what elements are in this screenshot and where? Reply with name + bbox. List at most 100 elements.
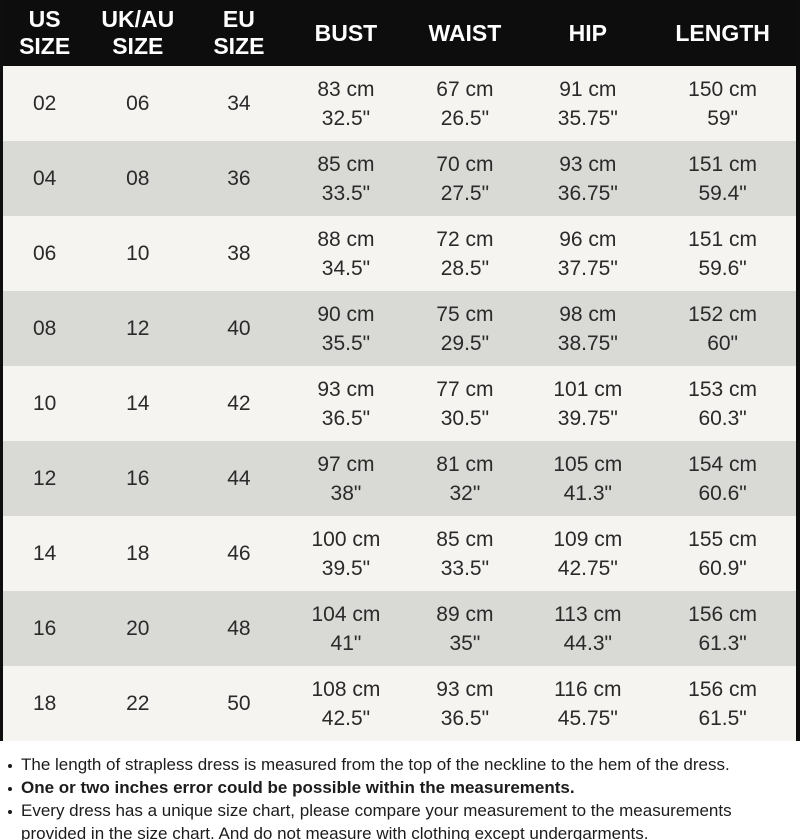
waist-inch-value: 28.5" — [440, 256, 490, 280]
hip-inch-value: 45.75" — [557, 706, 618, 730]
eu-size-cell: 46 — [227, 542, 251, 565]
bust-inch-value: 34.5" — [321, 256, 371, 280]
waist-cm-value: 77 cm — [436, 377, 494, 401]
waist-inch-value: 35" — [449, 631, 481, 655]
bust-cm-value: 104 cm — [311, 602, 381, 626]
waist-cm-value: 89 cm — [436, 602, 494, 626]
eu-size-cell: 38 — [227, 242, 251, 265]
hip-cell: 113 cm 44.3" — [526, 600, 649, 658]
length-cell: 156 cm 61.3" — [649, 600, 796, 658]
header-label-line: UK/AU — [101, 6, 175, 32]
table-row: 06 10 38 88 cm 34.5" 72 cm 28.5" 96 cm 3… — [3, 216, 796, 291]
waist-inch-value: 29.5" — [440, 331, 490, 355]
uk-au-size-cell: 18 — [126, 542, 150, 565]
table-row: 08 12 40 90 cm 35.5" 75 cm 29.5" 98 cm 3… — [3, 291, 796, 366]
bust-cell: 85 cm 33.5" — [288, 150, 403, 208]
length-inch-value: 59.6" — [698, 256, 747, 280]
waist-cm-value: 70 cm — [436, 152, 494, 176]
waist-cell: 67 cm 26.5" — [403, 75, 526, 133]
length-cell: 150 cm 59" — [649, 75, 796, 133]
hip-inch-value: 35.75" — [557, 106, 618, 130]
length-cell: 156 cm 61.5" — [649, 675, 796, 733]
bust-cell: 97 cm 38" — [288, 450, 403, 508]
header-label-line: WAIST — [428, 19, 502, 46]
hip-cell: 101 cm 39.75" — [526, 375, 649, 433]
length-cm-value: 150 cm — [688, 77, 758, 101]
us-size-cell: 04 — [32, 167, 57, 190]
bust-cm-value: 90 cm — [317, 302, 375, 326]
column-header-waist: WAIST — [403, 20, 526, 47]
bust-inch-value: 41" — [330, 631, 362, 655]
length-cell: 154 cm 60.6" — [649, 450, 796, 508]
table-row: 14 18 46 100 cm 39.5" 85 cm 33.5" 109 cm… — [3, 516, 796, 591]
length-inch-value: 60.6" — [698, 481, 747, 505]
bust-cm-value: 100 cm — [311, 527, 381, 551]
hip-cell: 93 cm 36.75" — [526, 150, 649, 208]
us-size-cell: 16 — [32, 617, 57, 640]
us-size-cell: 14 — [32, 542, 57, 565]
length-cm-value: 152 cm — [688, 302, 758, 326]
waist-cell: 72 cm 28.5" — [403, 225, 526, 283]
bust-cell: 88 cm 34.5" — [288, 225, 403, 283]
waist-cell: 89 cm 35" — [403, 600, 526, 658]
uk-au-size-cell: 14 — [126, 392, 150, 415]
waist-cell: 75 cm 29.5" — [403, 300, 526, 358]
bust-inch-value: 33.5" — [321, 181, 371, 205]
bullet-icon — [8, 764, 12, 768]
header-label-line: SIZE — [213, 33, 265, 59]
eu-size-cell: 48 — [227, 617, 251, 640]
waist-cell: 85 cm 33.5" — [403, 525, 526, 583]
waist-cell: 81 cm 32" — [403, 450, 526, 508]
waist-cm-value: 93 cm — [436, 677, 494, 701]
hip-inch-value: 41.3" — [563, 481, 612, 505]
length-cm-value: 153 cm — [688, 377, 758, 401]
table-row: 10 14 42 93 cm 36.5" 77 cm 30.5" 101 cm … — [3, 366, 796, 441]
us-size-cell: 08 — [32, 317, 57, 340]
hip-cm-value: 91 cm — [559, 77, 617, 101]
length-cell: 153 cm 60.3" — [649, 375, 796, 433]
hip-inch-value: 42.75" — [557, 556, 618, 580]
eu-size-cell: 34 — [227, 92, 251, 115]
waist-cm-value: 75 cm — [436, 302, 494, 326]
header-label-line: US — [28, 6, 61, 32]
bullet-icon — [8, 810, 12, 814]
eu-size-cell: 42 — [227, 392, 251, 415]
hip-cell: 116 cm 45.75" — [526, 675, 649, 733]
waist-inch-value: 33.5" — [440, 556, 490, 580]
eu-size-cell: 40 — [227, 317, 251, 340]
waist-cm-value: 81 cm — [436, 452, 494, 476]
hip-cm-value: 113 cm — [554, 602, 622, 626]
waist-inch-value: 26.5" — [440, 106, 490, 130]
hip-cm-value: 105 cm — [553, 452, 623, 476]
hip-cm-value: 98 cm — [559, 302, 617, 326]
length-inch-value: 59.4" — [698, 181, 747, 205]
note-text: One or two inches error could be possibl… — [21, 778, 575, 797]
waist-cm-value: 67 cm — [436, 77, 494, 101]
bullet-icon — [8, 787, 12, 791]
hip-inch-value: 37.75" — [557, 256, 618, 280]
uk-au-size-cell: 06 — [126, 92, 150, 115]
hip-inch-value: 44.3" — [563, 631, 612, 655]
hip-cm-value: 96 cm — [559, 227, 617, 251]
length-cm-value: 154 cm — [688, 452, 758, 476]
size-chart-table: US SIZE UK/AU SIZE EU SIZE BUST WAIST HI… — [0, 0, 800, 741]
bust-cell: 104 cm 41" — [288, 600, 403, 658]
bust-inch-value: 35.5" — [321, 331, 371, 355]
hip-cell: 109 cm 42.75" — [526, 525, 649, 583]
length-inch-value: 61.5" — [698, 706, 747, 730]
hip-cell: 105 cm 41.3" — [526, 450, 649, 508]
length-cell: 155 cm 60.9" — [649, 525, 796, 583]
bust-cm-value: 93 cm — [317, 377, 375, 401]
length-inch-value: 60" — [707, 331, 739, 355]
column-header-length: LENGTH — [649, 20, 796, 47]
hip-inch-value: 39.75" — [557, 406, 618, 430]
uk-au-size-cell: 10 — [126, 242, 150, 265]
measurement-notes: The length of strapless dress is measure… — [0, 741, 800, 840]
eu-size-cell: 36 — [227, 167, 251, 190]
length-inch-value: 60.3" — [698, 406, 747, 430]
table-row: 16 20 48 104 cm 41" 89 cm 35" 113 cm 44.… — [3, 591, 796, 666]
note-text: Every dress has a unique size chart, ple… — [21, 801, 732, 840]
length-inch-value: 59" — [707, 106, 739, 130]
waist-inch-value: 32" — [449, 481, 481, 505]
table-body: 02 06 34 83 cm 32.5" 67 cm 26.5" 91 cm 3… — [3, 66, 796, 741]
